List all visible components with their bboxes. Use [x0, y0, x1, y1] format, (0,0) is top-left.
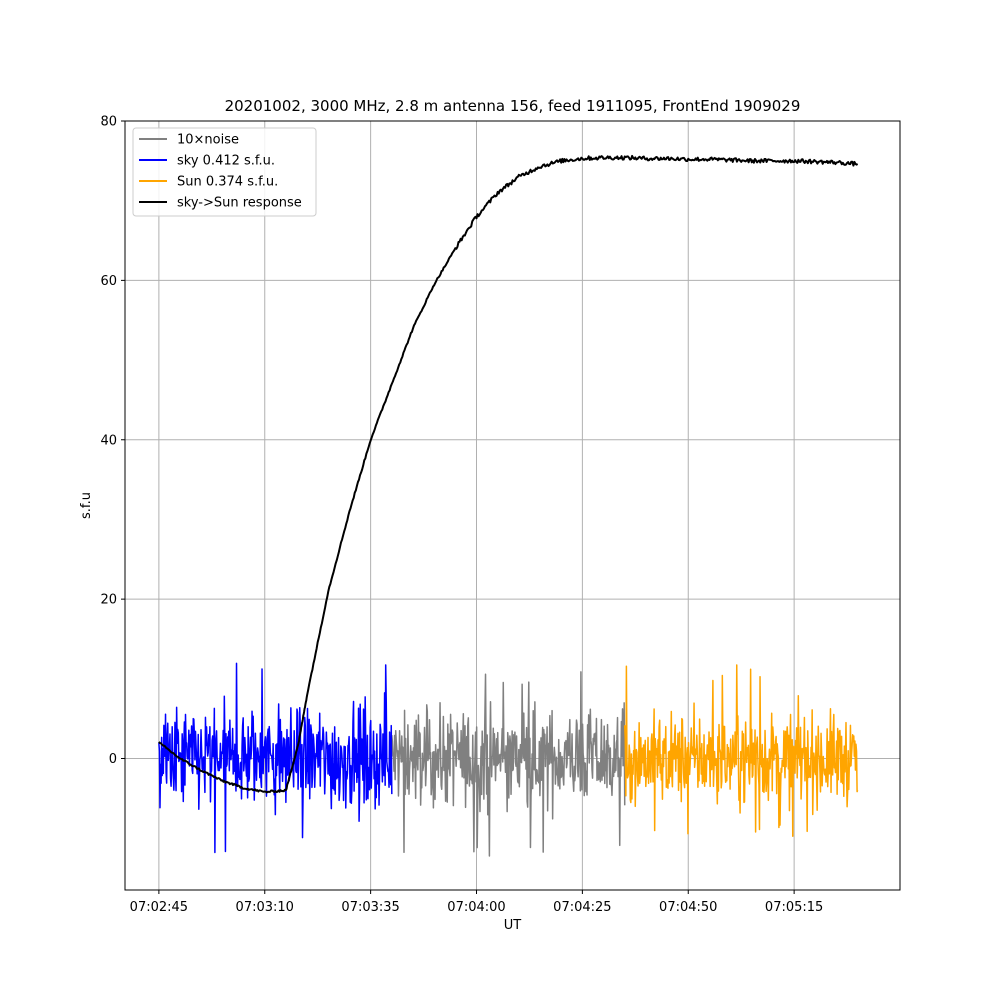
series-10-noise: [391, 671, 626, 857]
legend-label: sky 0.412 s.f.u.: [177, 154, 275, 169]
y-tick-label: 0: [109, 752, 117, 767]
y-tick-label: 80: [100, 115, 117, 130]
x-tick-label: 07:05:15: [765, 900, 823, 915]
y-tick-label: 40: [100, 433, 117, 448]
series-sky-0-412-s-f-u: [158, 662, 393, 854]
series-sky-sun-response: [158, 154, 859, 794]
legend-box: [132, 127, 317, 217]
x-tick-label: 07:03:10: [236, 900, 294, 915]
x-tick-label: 07:04:25: [553, 900, 611, 915]
y-axis-label: s.f.u: [79, 492, 94, 519]
legend-label: Sun 0.374 s.f.u.: [177, 175, 278, 190]
x-tick-label: 07:02:45: [130, 900, 188, 915]
legend-label: sky->Sun response: [177, 196, 302, 211]
x-axis-ticks: 07:02:45 07:03:10 07:03:35 07:04:00 07:04:25…: [130, 890, 823, 915]
x-tick-label: 07:04:00: [447, 900, 505, 915]
y-axis-ticks: 0 20 40 60 80: [100, 115, 125, 767]
y-tick-label: 20: [100, 593, 117, 608]
chart-title: 20201002, 3000 MHz, 2.8 m antenna 156, f…: [225, 97, 801, 115]
plot-series: [158, 154, 859, 857]
legend: 10×noise sky 0.412 s.f.u. Sun 0.374 s.f.u.…: [132, 127, 317, 217]
plot-frame: [124, 120, 901, 891]
x-tick-label: 07:03:35: [341, 900, 399, 915]
series-sun-0-374-s-f-u: [623, 664, 859, 838]
x-tick-label: 07:04:50: [659, 900, 717, 915]
y-tick-label: 60: [100, 274, 117, 289]
legend-label: 10×noise: [177, 133, 239, 148]
x-axis-label: UT: [504, 918, 522, 933]
